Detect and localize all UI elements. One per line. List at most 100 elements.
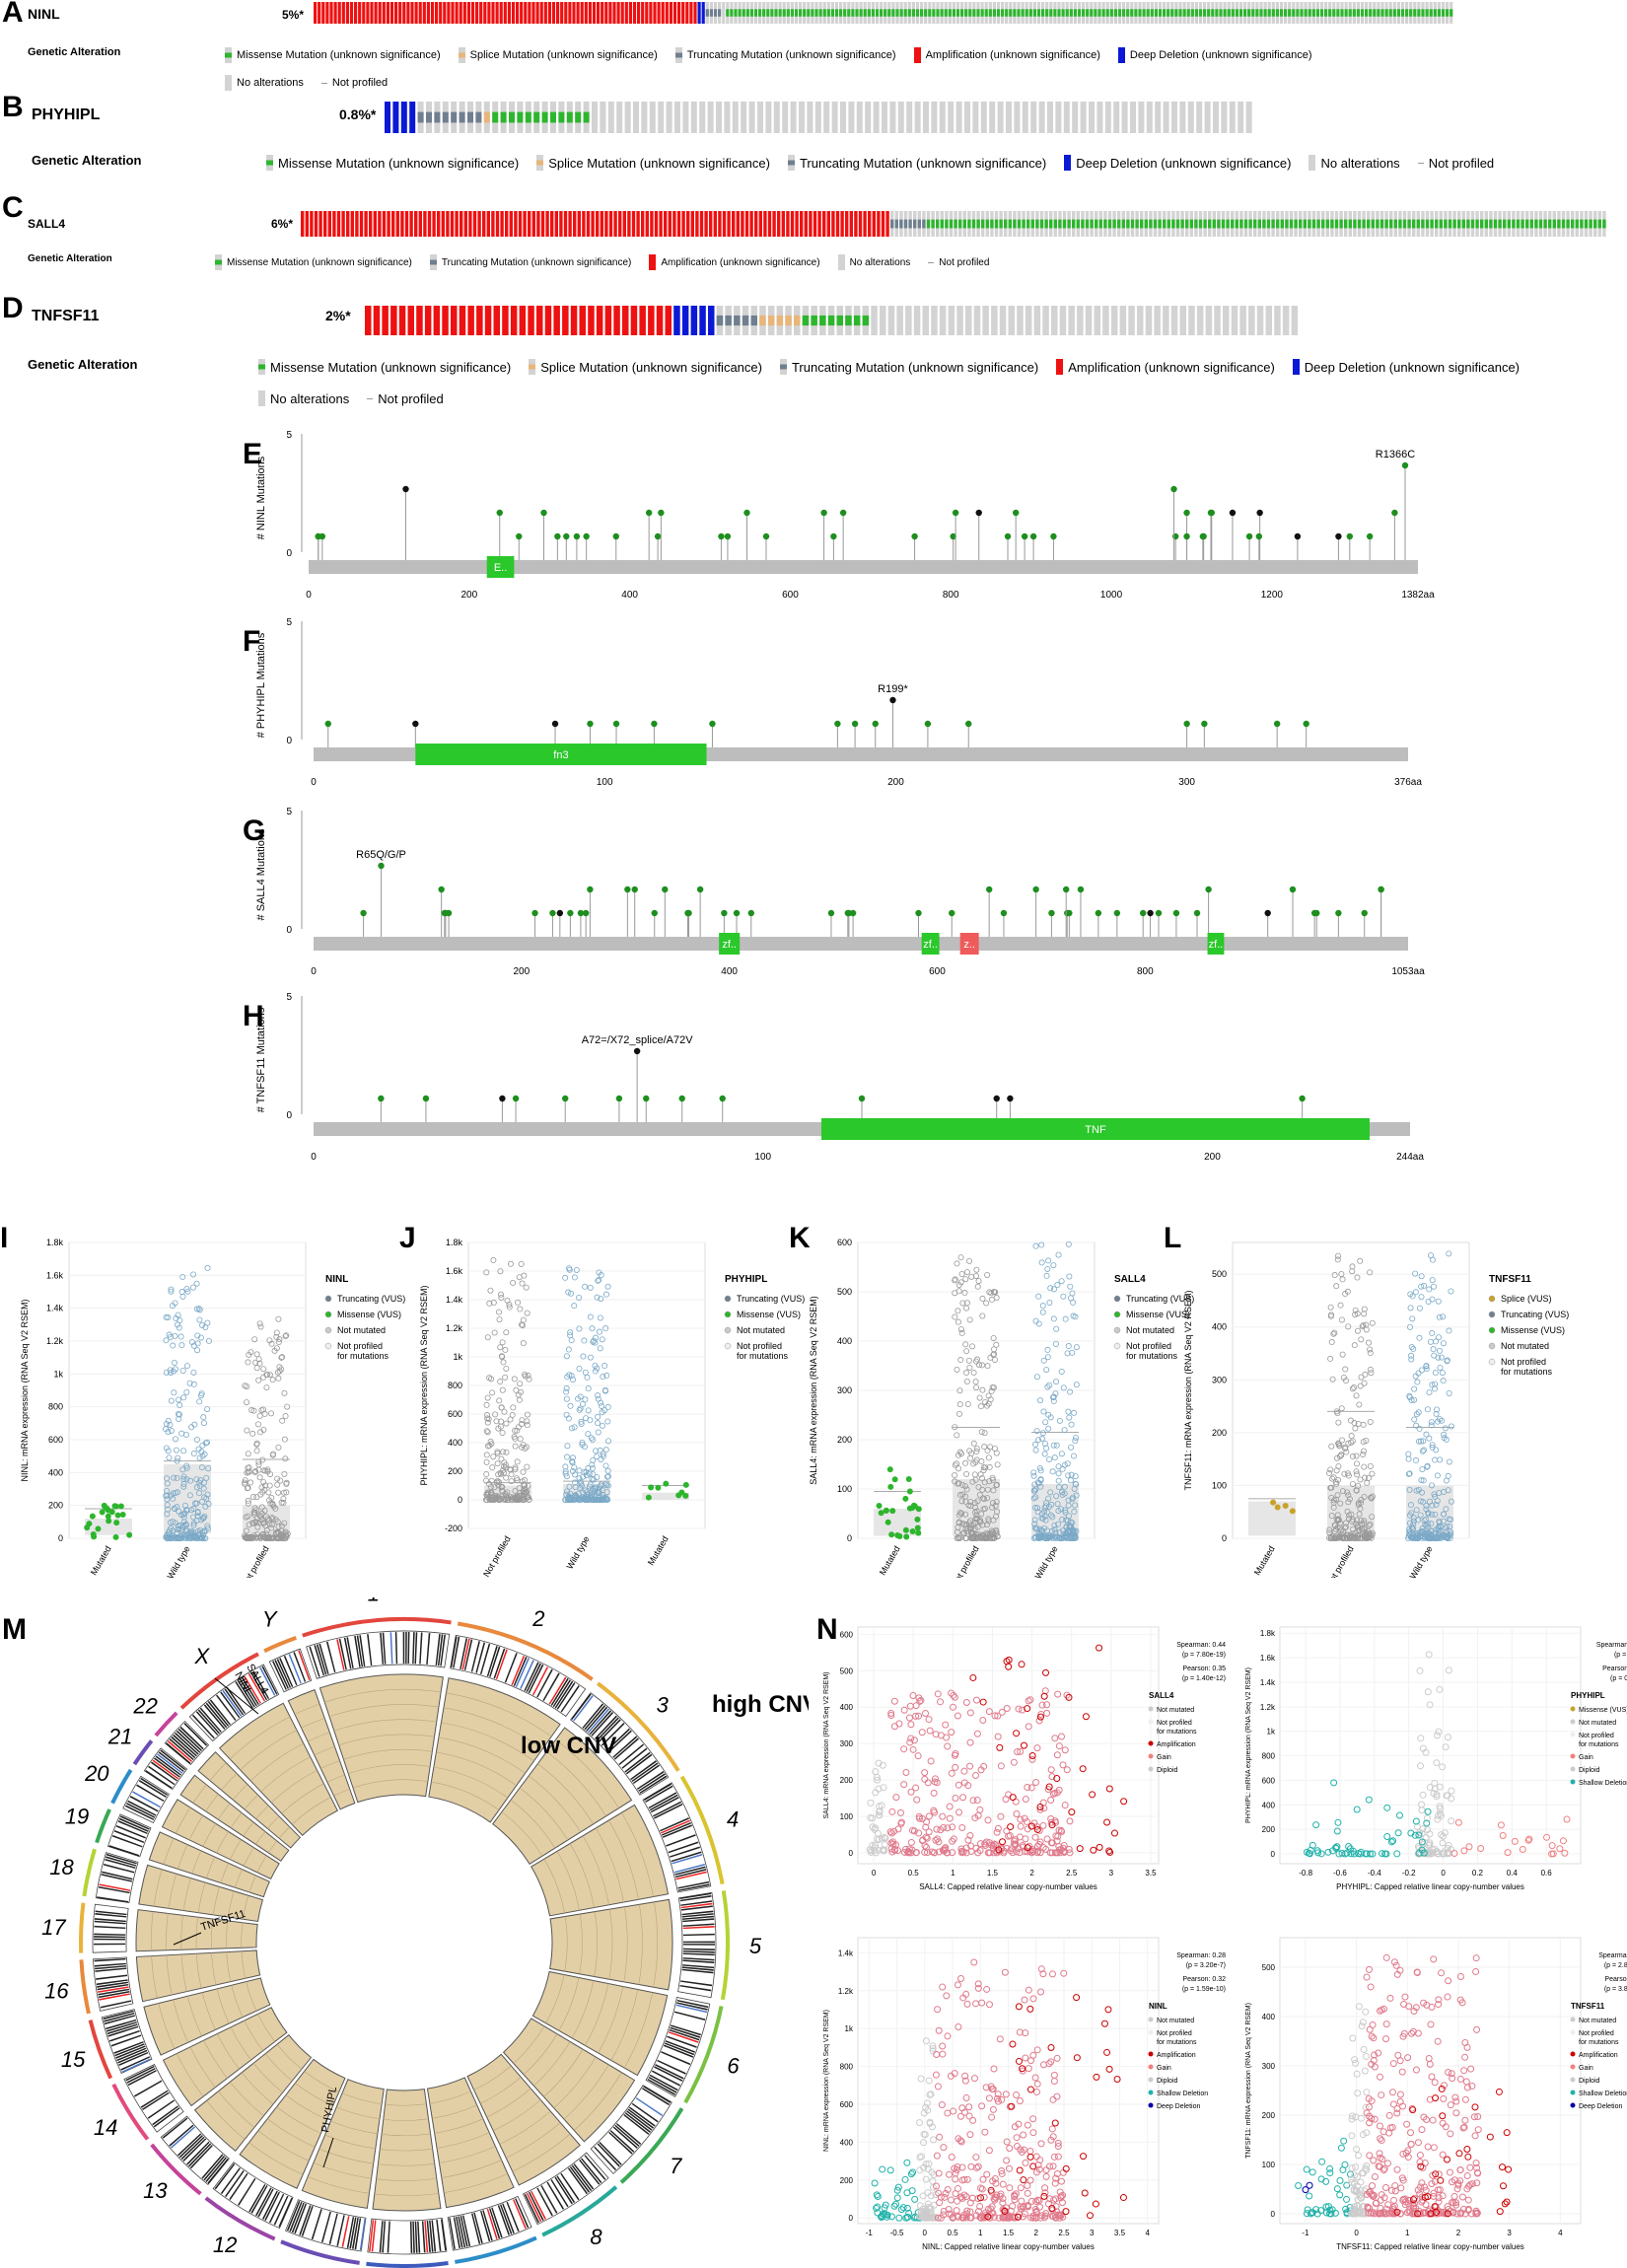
data-point: [962, 1844, 970, 1852]
data-point: [500, 1449, 507, 1455]
alteration-bar-none: [1102, 306, 1109, 335]
data-point: [989, 1383, 996, 1390]
alteration-bar-mis: [1384, 9, 1388, 17]
data-point: [602, 1386, 609, 1393]
data-point: [1000, 1847, 1008, 1855]
alteration-bar-none: [1196, 306, 1204, 335]
data-point: [281, 1389, 288, 1396]
alteration-bar-amplification: [767, 211, 772, 237]
data-point: [194, 1528, 201, 1535]
data-point: [1103, 1818, 1111, 1826]
alteration-bar-mis: [1017, 9, 1021, 17]
data-point: [199, 1498, 206, 1505]
alteration-bar-amplification: [336, 211, 341, 237]
alteration-bar-mis: [1285, 219, 1289, 229]
chromosome-ring-3: [596, 1681, 680, 1772]
alteration-bar-none: [722, 2, 726, 24]
alteration-bar-none: [1238, 102, 1244, 133]
alteration-bar-none: [1221, 102, 1228, 133]
data-point: [1356, 1401, 1363, 1408]
alteration-bar-amplification: [582, 211, 586, 237]
alteration-bar-amplification: [580, 2, 584, 24]
data-point: [1035, 1480, 1042, 1487]
mutation-lollipop: [747, 909, 754, 917]
legend-label: Amplification: [1157, 1741, 1196, 1748]
data-point: [1412, 1373, 1419, 1380]
legend-swatch: [225, 75, 232, 91]
data-point: [249, 1520, 256, 1526]
y-tick-min: 0: [286, 736, 292, 746]
data-point: [1338, 1849, 1346, 1857]
ideogram-stripe: [346, 1637, 354, 1668]
legend-label: Deep Deletion (unknown significance): [1304, 359, 1521, 375]
ideogram-stripe: [136, 1784, 165, 1803]
ideogram-stripe: [647, 2078, 676, 2095]
data-point: [922, 1833, 930, 1841]
alteration-bar-none: [1006, 102, 1012, 133]
data-point: [1415, 1486, 1422, 1493]
alteration-bar-mis: [1130, 219, 1135, 229]
ideogram-stripe: [116, 2047, 147, 2062]
data-point: [959, 1794, 967, 1802]
x-tick-label: 800: [943, 590, 959, 601]
data-point: [190, 1522, 197, 1528]
data-point: [1024, 1844, 1031, 1852]
alteration-bar-amplification: [439, 2, 443, 24]
legend-label: Not mutated: [1126, 1325, 1174, 1335]
data-point: [175, 1454, 181, 1461]
mutation-lollipop: [851, 720, 859, 728]
alteration-bar-mis: [1362, 219, 1366, 229]
data-point: [525, 1373, 531, 1380]
data-point: [906, 1738, 914, 1746]
data-point: [925, 1828, 933, 1836]
data-point: [1030, 1472, 1037, 1479]
data-point: [1334, 1454, 1341, 1461]
data-point: [1406, 1486, 1413, 1493]
data-point: [874, 1829, 882, 1837]
chromosome-label: 6: [727, 2054, 740, 2079]
data-point: [1049, 1514, 1056, 1521]
data-point: [563, 1353, 570, 1360]
ideogram-stripe: [338, 1638, 347, 1670]
data-point: [266, 1337, 273, 1344]
alteration-bar-amplification: [318, 211, 322, 237]
alteration-bar-none: [939, 306, 947, 335]
data-point: [283, 1489, 290, 1496]
ideogram-stripe: [301, 2206, 314, 2236]
data-point: [1036, 1803, 1044, 1810]
alteration-bar-amplification: [649, 2, 653, 24]
data-point: [274, 1481, 281, 1488]
ideogram-stripe: [103, 2010, 134, 2020]
y-tick-label: 100: [840, 1812, 854, 1821]
ideogram-stripe: [542, 1672, 560, 1702]
data-point: [888, 1838, 896, 1846]
data-point: [273, 1534, 280, 1541]
ideogram-stripe: [226, 1686, 247, 1715]
data-point: [889, 1508, 896, 1515]
data-point: [112, 1533, 119, 1540]
data-point: [1408, 1356, 1415, 1363]
alteration-bar-mis: [992, 9, 996, 17]
data-point: [272, 1505, 279, 1512]
data-point: [1040, 1357, 1047, 1364]
data-point: [973, 1446, 980, 1453]
data-point: [498, 1470, 505, 1477]
ideogram-stripe: [346, 2217, 355, 2248]
ideogram-stripe: [126, 2067, 156, 2084]
alteration-bar-mis: [1178, 9, 1182, 17]
data-point: [887, 1845, 895, 1853]
protein-length: 1382aa: [1401, 590, 1435, 601]
legend-swatch: [1309, 155, 1316, 171]
mutation-lollipop: [554, 532, 561, 540]
data-point: [1423, 1431, 1430, 1438]
data-point: [912, 1702, 920, 1710]
data-point: [1051, 1849, 1059, 1857]
data-point: [882, 2201, 889, 2209]
data-point: [1330, 1499, 1337, 1506]
data-point: [989, 1500, 996, 1507]
data-point: [1431, 1779, 1439, 1787]
data-point: [569, 1457, 576, 1464]
mutation-lollipop: [1193, 909, 1201, 917]
data-point: [1366, 1850, 1374, 1858]
